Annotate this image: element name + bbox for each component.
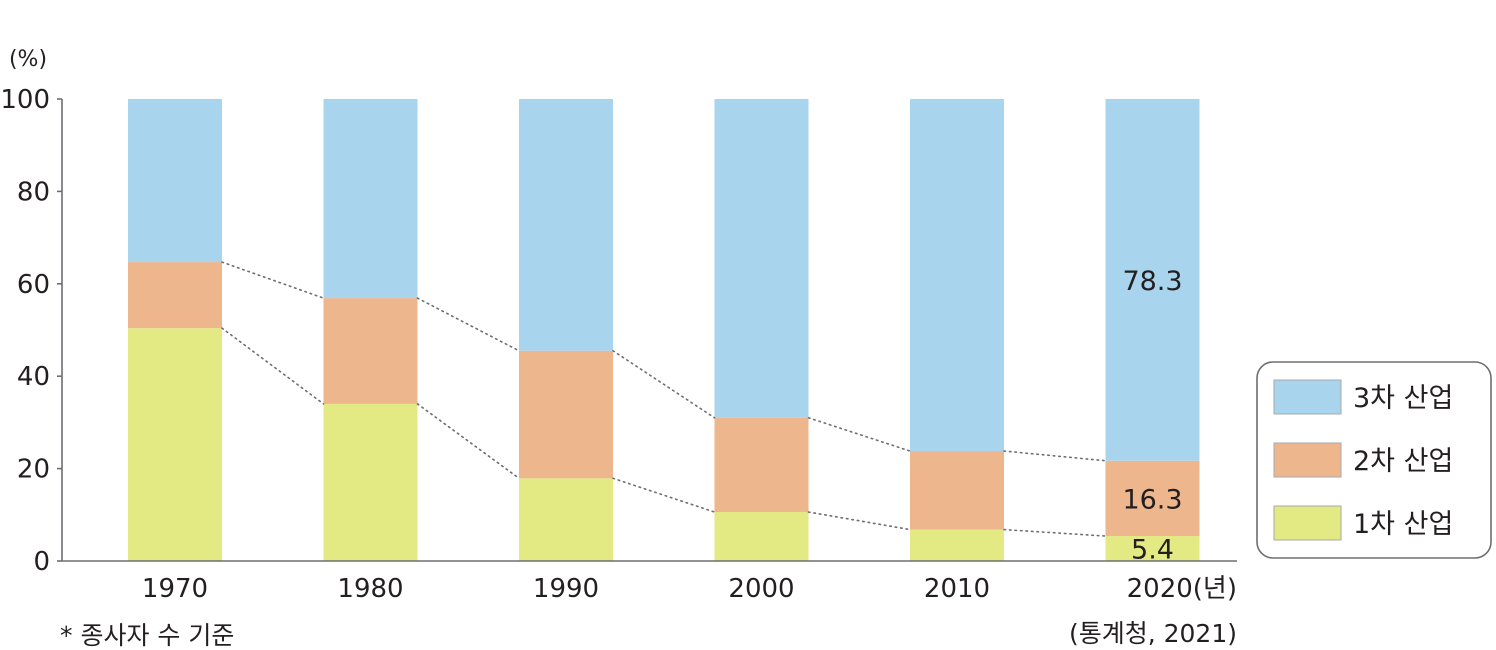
legend-swatch-1차-산업 (1273, 505, 1342, 541)
connector-line-2차-산업 (612, 349, 716, 419)
bar-2000-1차-산업 (714, 512, 809, 561)
data-label-2020-3차-산업: 78.3 (1122, 266, 1182, 297)
bars-layer (128, 99, 1200, 561)
connector-line-1차-산업 (221, 327, 325, 405)
connector-line-2차-산업 (416, 297, 520, 352)
x-tick-label: 1970 (142, 574, 208, 604)
legend-label-2차-산업: 2차 산업 (1353, 446, 1453, 477)
connector-line-2차-산업 (221, 261, 325, 299)
connector-lines (221, 261, 1107, 537)
bar-2000-3차-산업 (714, 99, 809, 418)
x-tick-label: 1990 (533, 574, 599, 604)
bar-2010-1차-산업 (910, 529, 1004, 561)
bar-1980-2차-산업 (323, 298, 418, 404)
legend-items: 3차 산업 2차 산업 1차 산업 (1273, 379, 1453, 541)
bar-1990-1차-산업 (519, 478, 613, 561)
bar-2010-3차-산업 (910, 99, 1004, 452)
source-note: (통계청, 2021) (1069, 619, 1237, 648)
connector-line-2차-산업 (807, 416, 911, 452)
y-tick-label: 60 (17, 270, 50, 300)
connector-line-1차-산업 (612, 477, 716, 513)
legend-swatch-2차-산업 (1273, 442, 1342, 478)
x-tick-label: 1980 (337, 574, 403, 604)
footnote: * 종사자 수 기준 (60, 621, 234, 650)
y-axis-unit: (%) (9, 47, 47, 72)
connector-line-1차-산업 (807, 511, 911, 531)
y-ticks: 0 20 40 60 80 100 (0, 85, 62, 577)
bar-1970-2차-산업 (128, 262, 222, 329)
bar-2020-1차-산업 (1105, 536, 1200, 561)
bar-1980-1차-산업 (323, 403, 418, 561)
bar-1970-1차-산업 (128, 328, 222, 561)
y-tick-label: 80 (17, 177, 50, 207)
bar-2010-2차-산업 (910, 451, 1004, 530)
legend-swatch-3차-산업 (1273, 379, 1342, 415)
x-tick-label: 2000 (728, 574, 794, 604)
bar-2000-2차-산업 (714, 417, 809, 513)
y-tick-label: 40 (17, 362, 50, 392)
connector-line-2차-산업 (1003, 450, 1107, 462)
bar-1990-2차-산업 (519, 350, 613, 479)
x-ticks: 1970 1980 1990 2000 2010 2020(년) (142, 574, 1237, 604)
y-tick-label: 0 (33, 547, 50, 577)
legend-label-3차-산업: 3차 산업 (1353, 383, 1453, 414)
data-label-2020-2차-산업: 16.3 (1122, 484, 1182, 515)
bar-2020-2차-산업 (1105, 460, 1200, 537)
x-tick-label: 2010 (924, 574, 990, 604)
y-tick-label: 20 (17, 455, 50, 485)
connector-line-1차-산업 (416, 403, 520, 480)
y-tick-label: 100 (0, 85, 50, 115)
x-tick-label: 2020(년) (1127, 574, 1237, 604)
bar-2020-3차-산업 (1105, 99, 1200, 461)
legend: 3차 산업 2차 산업 1차 산업 (1256, 361, 1492, 559)
bar-1980-3차-산업 (323, 99, 418, 299)
bar-1990-3차-산업 (519, 99, 613, 351)
bar-1970-3차-산업 (128, 99, 222, 263)
legend-label-1차-산업: 1차 산업 (1353, 509, 1453, 540)
connector-line-1차-산업 (1003, 528, 1107, 537)
